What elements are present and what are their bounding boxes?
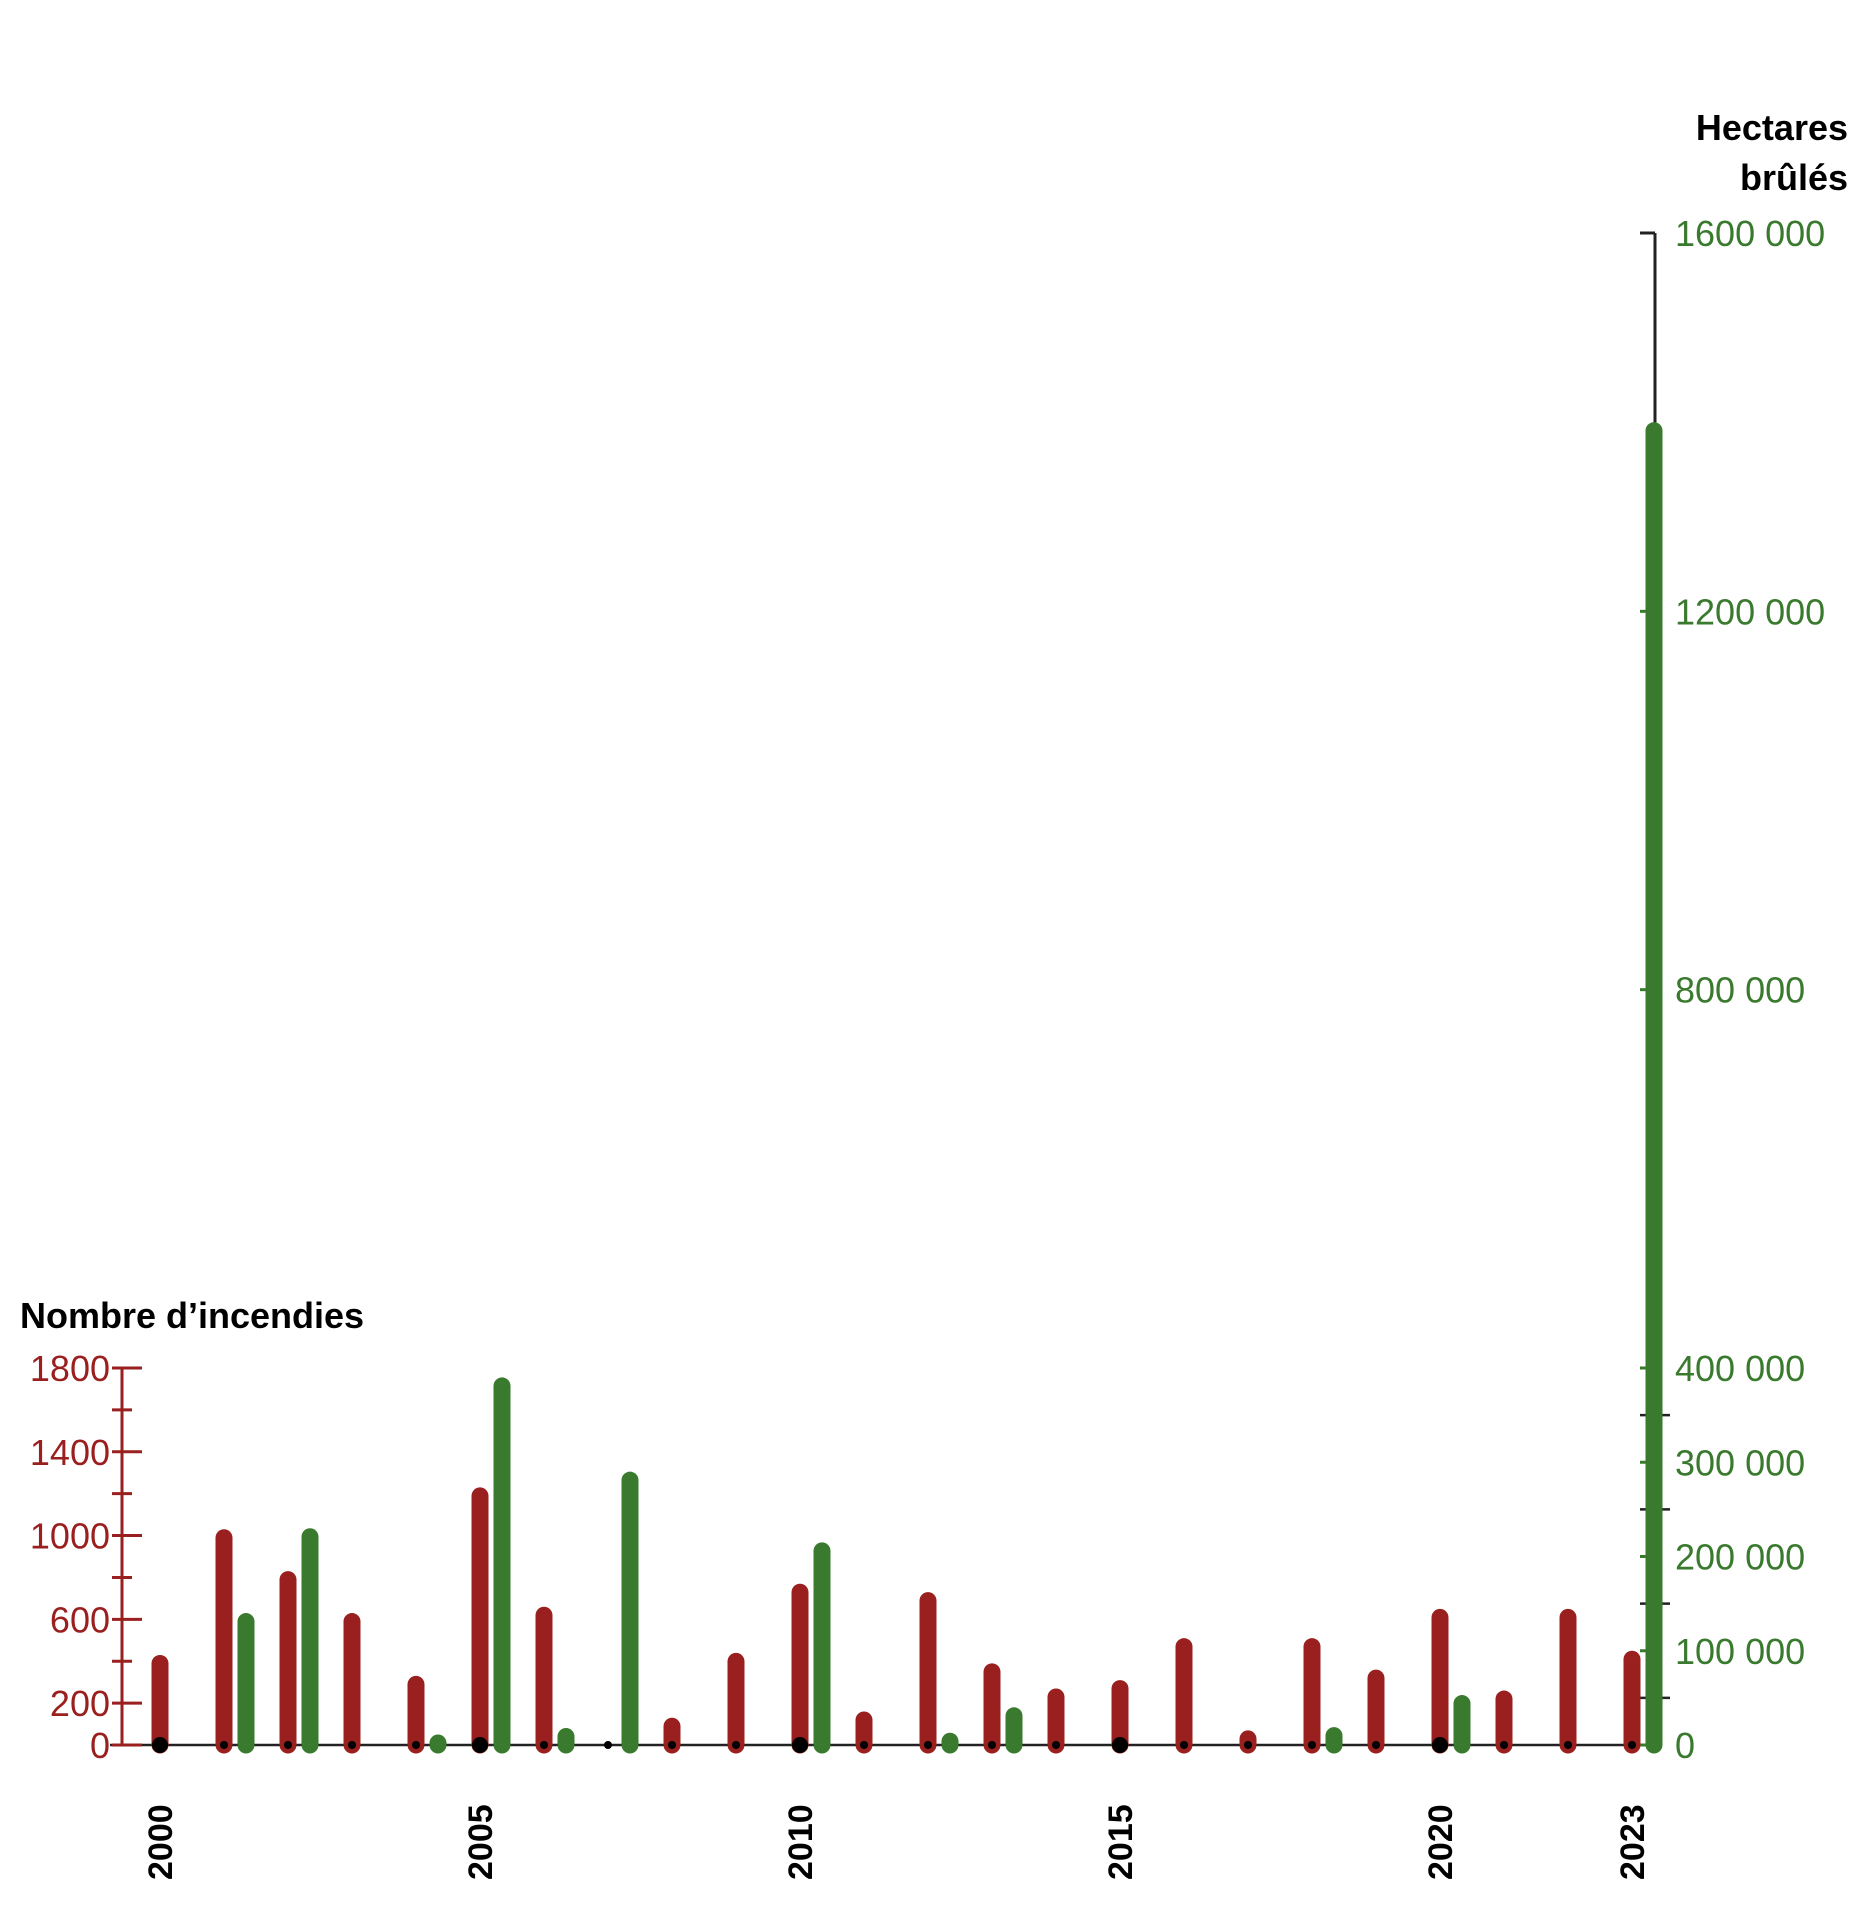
left-tick-label: 200 bbox=[50, 1683, 110, 1724]
year-dot-2016 bbox=[1180, 1741, 1188, 1749]
right-axis-title-line1: Hectares bbox=[1696, 107, 1848, 148]
left-tick-label: 1400 bbox=[30, 1432, 110, 1473]
right-tick-label: 300 000 bbox=[1675, 1442, 1805, 1483]
year-dot-2005 bbox=[472, 1737, 488, 1753]
year-dot-2008 bbox=[668, 1741, 676, 1749]
right-tick-label: 800 000 bbox=[1675, 970, 1805, 1011]
year-dot-2001 bbox=[220, 1741, 228, 1749]
left-tick-label: 1800 bbox=[30, 1348, 110, 1389]
year-dot-2012 bbox=[924, 1741, 932, 1749]
right-tick-label: 200 000 bbox=[1675, 1537, 1805, 1578]
year-dot-2022 bbox=[1564, 1741, 1572, 1749]
right-tick-label: 1600 000 bbox=[1675, 213, 1825, 254]
year-dot-2002 bbox=[284, 1741, 292, 1749]
year-dot-2000 bbox=[152, 1737, 168, 1753]
year-dot-2009 bbox=[732, 1741, 740, 1749]
year-dot-2021 bbox=[1500, 1741, 1508, 1749]
year-dot-2011 bbox=[860, 1741, 868, 1749]
right-tick-label: 400 000 bbox=[1675, 1348, 1805, 1389]
year-dot-2003 bbox=[348, 1741, 356, 1749]
bars-group bbox=[151, 422, 1663, 1754]
year-dot-2023 bbox=[1628, 1741, 1636, 1749]
year-label-2015: 2015 bbox=[1102, 1804, 1140, 1880]
year-dot-2013 bbox=[988, 1741, 996, 1749]
right-tick-label: 100 000 bbox=[1675, 1631, 1805, 1672]
year-label-2010: 2010 bbox=[782, 1804, 820, 1880]
right-axis-ticks: 1600 000 1200 000 800 000 400 000 300 000 200… bbox=[1640, 213, 1825, 1766]
left-axis-title: Nombre d’incendies bbox=[20, 1295, 364, 1336]
year-markers: 2000 2005 2010 2015 2020 2023 bbox=[142, 1737, 1652, 1880]
year-dot-2004 bbox=[412, 1741, 420, 1749]
left-axis-ticks: 1800 1400 1000 600 2000 bbox=[30, 1348, 142, 1766]
left-tick-label: 600 bbox=[50, 1599, 110, 1640]
year-dot-2014 bbox=[1052, 1741, 1060, 1749]
right-axis-title-line2: brûlés bbox=[1740, 157, 1848, 198]
year-label-2020: 2020 bbox=[1422, 1804, 1460, 1880]
year-dot-2015 bbox=[1112, 1737, 1128, 1753]
year-dot-2007 bbox=[604, 1741, 612, 1749]
year-dot-2010 bbox=[792, 1737, 808, 1753]
year-dot-2020 bbox=[1432, 1737, 1448, 1753]
year-dot-2006 bbox=[540, 1741, 548, 1749]
left-tick-label: 0 bbox=[90, 1725, 110, 1766]
year-label-2005: 2005 bbox=[462, 1804, 500, 1880]
right-tick-label: 1200 000 bbox=[1675, 591, 1825, 632]
year-label-2000: 2000 bbox=[142, 1804, 180, 1880]
year-dot-2018 bbox=[1308, 1741, 1316, 1749]
left-tick-label: 1000 bbox=[30, 1516, 110, 1557]
year-dot-2017 bbox=[1244, 1741, 1252, 1749]
year-dot-2019 bbox=[1372, 1741, 1380, 1749]
right-tick-label: 0 bbox=[1675, 1725, 1695, 1766]
year-label-2023: 2023 bbox=[1614, 1804, 1652, 1880]
